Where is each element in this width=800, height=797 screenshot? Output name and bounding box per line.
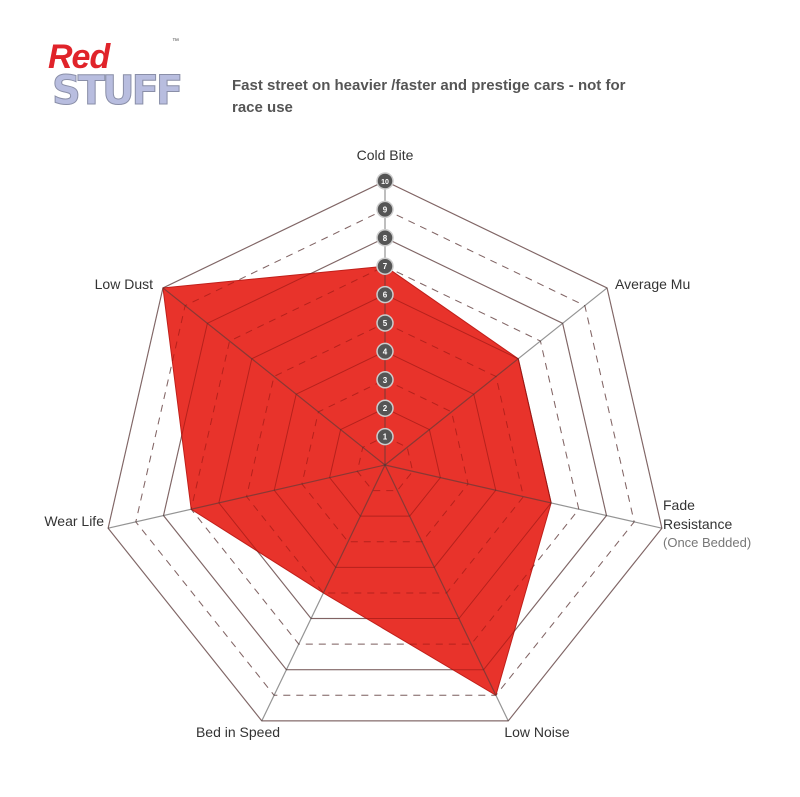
axis-label-bed-in-speed: Bed in Speed	[196, 724, 280, 740]
scale-tick-label: 4	[383, 347, 388, 356]
grid-ring-10	[107, 180, 663, 722]
chart-subtitle: Fast street on heavier /faster and prest…	[232, 77, 626, 116]
scale-badge-1	[376, 427, 394, 446]
axis-label-low-noise: Low Noise	[504, 724, 570, 740]
scale-badge-8	[376, 229, 394, 247]
axis-label-cold-bite: Cold Bite	[357, 147, 414, 163]
axis-label-average-mu: Average Mu	[615, 276, 690, 292]
scale-tick-label: 7	[383, 262, 388, 271]
grid-ring-overlay-3	[301, 379, 469, 543]
grid-ring-overlay-2	[329, 407, 441, 517]
axis-line-4	[261, 464, 386, 722]
grid-ring-overlay-4	[273, 350, 497, 568]
axis-line-5	[107, 464, 386, 529]
scale-badge-6	[376, 285, 394, 304]
scale-badge-5	[376, 314, 394, 332]
scale-tick-label: 10	[381, 179, 389, 186]
scale-badge-10	[376, 172, 394, 190]
grid-ring-overlay-5	[246, 322, 524, 594]
grid-ring-overlay-7	[190, 265, 580, 645]
axis-label-low-dust: Low Dust	[95, 276, 153, 292]
logo-red-text: Red	[48, 38, 110, 76]
grid-ring-overlay-9	[135, 208, 635, 696]
axis-line-2	[384, 464, 663, 529]
scale-tick-label: 2	[383, 404, 388, 413]
grid-ring-overlay-6	[218, 294, 552, 620]
scale-tick-label: 1	[383, 433, 388, 442]
logo-trademark: ™	[172, 38, 179, 45]
scale-badge-4	[376, 342, 394, 361]
axis-line-3	[384, 464, 509, 722]
grid-ring-overlay-8	[162, 237, 608, 671]
scale-badge-7	[376, 257, 394, 275]
scale-tick-label: 6	[383, 291, 388, 300]
scale-badge-2	[376, 399, 394, 417]
axis-line-6	[162, 287, 386, 466]
redstuff-logo: Red STUFF ™	[40, 38, 184, 138]
data-polygon	[162, 265, 552, 697]
axis-label-fade-resistance: Fade Resistance (Once Bedded)	[663, 497, 751, 550]
grid-ring-overlay-10	[107, 180, 663, 722]
axis-line-1	[384, 287, 608, 466]
scale-badge-3	[376, 371, 394, 389]
scale-tick-label: 8	[383, 234, 388, 243]
scale-tick-label: 5	[383, 319, 388, 328]
axis-label-wear-life: Wear Life	[44, 513, 104, 529]
scale-tick-label: 3	[383, 376, 388, 385]
scale-badge-9	[376, 200, 394, 219]
scale-tick-label: 9	[383, 205, 388, 214]
logo-stuff-text: STUFF	[51, 68, 183, 115]
grid-ring-overlay-1	[356, 436, 414, 492]
